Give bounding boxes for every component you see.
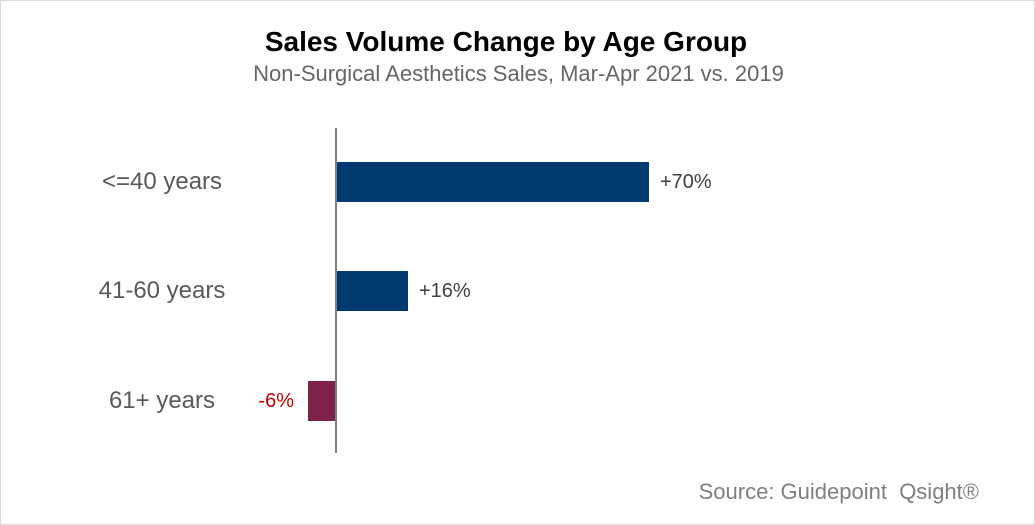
bar bbox=[337, 162, 649, 202]
category-label: 41-60 years bbox=[98, 277, 226, 304]
bar bbox=[308, 381, 335, 421]
chart-subtitle: Non-Surgical Aesthetics Sales, Mar-Apr 2… bbox=[253, 61, 784, 86]
category-label: <=40 years bbox=[101, 168, 223, 195]
data-label: +70% bbox=[660, 171, 712, 193]
category-label: 61+ years bbox=[108, 387, 216, 414]
chart-title: Sales Volume Change by Age Group bbox=[264, 26, 748, 57]
bar bbox=[337, 271, 408, 311]
source-attribution: Source: Guidepoint Qsight® bbox=[698, 479, 979, 504]
data-label: +16% bbox=[419, 280, 471, 302]
category-axis-line bbox=[335, 128, 337, 453]
data-label: -6% bbox=[258, 390, 294, 412]
